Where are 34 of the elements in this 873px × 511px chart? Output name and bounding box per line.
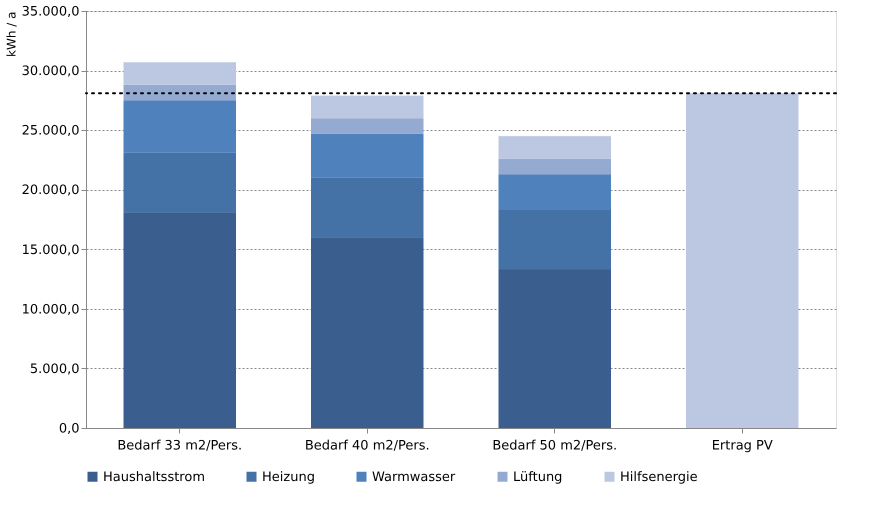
y-tick-label: 25.000,0	[22, 124, 80, 139]
y-tick-label: 10.000,0	[22, 302, 80, 318]
legend-label: Lüftung	[513, 470, 562, 485]
bar	[498, 210, 611, 270]
bar	[311, 96, 424, 118]
y-tick-label: 35.000,0	[22, 4, 80, 20]
bar	[311, 178, 424, 238]
y-tick-label: 15.000,0	[22, 242, 80, 258]
legend-label: Heizung	[262, 470, 315, 485]
bar	[124, 100, 236, 153]
y-tick-label: 0,0	[58, 422, 80, 436]
x-tick-label: Bedarf 33 m2/Pers.	[117, 438, 242, 454]
bar	[124, 212, 236, 428]
bar	[498, 136, 611, 159]
y-tick-label: 30.000,0	[22, 64, 80, 80]
y-tick-label: 20.000,0	[22, 183, 80, 198]
bar	[311, 118, 424, 134]
bar	[124, 152, 236, 212]
bar	[311, 134, 424, 178]
legend-label: Hilfsenergie	[620, 470, 698, 485]
x-tick-label: Ertrag PV	[712, 438, 773, 454]
bar	[124, 62, 236, 85]
y-tick-label: 5.000,0	[30, 362, 80, 377]
bar	[498, 270, 611, 428]
y-axis-title: kWh / a	[4, 12, 18, 57]
bar	[311, 237, 424, 428]
x-tick-label: Bedarf 50 m2/Pers.	[492, 438, 618, 454]
bar	[124, 84, 236, 100]
legend-label: Warmwasser	[372, 470, 456, 485]
bar	[498, 158, 611, 174]
bar	[498, 174, 611, 210]
bar	[686, 93, 798, 428]
legend-label: Haushaltsstrom	[103, 470, 205, 485]
x-tick-label: Bedarf 40 m2/Pers.	[304, 438, 430, 454]
